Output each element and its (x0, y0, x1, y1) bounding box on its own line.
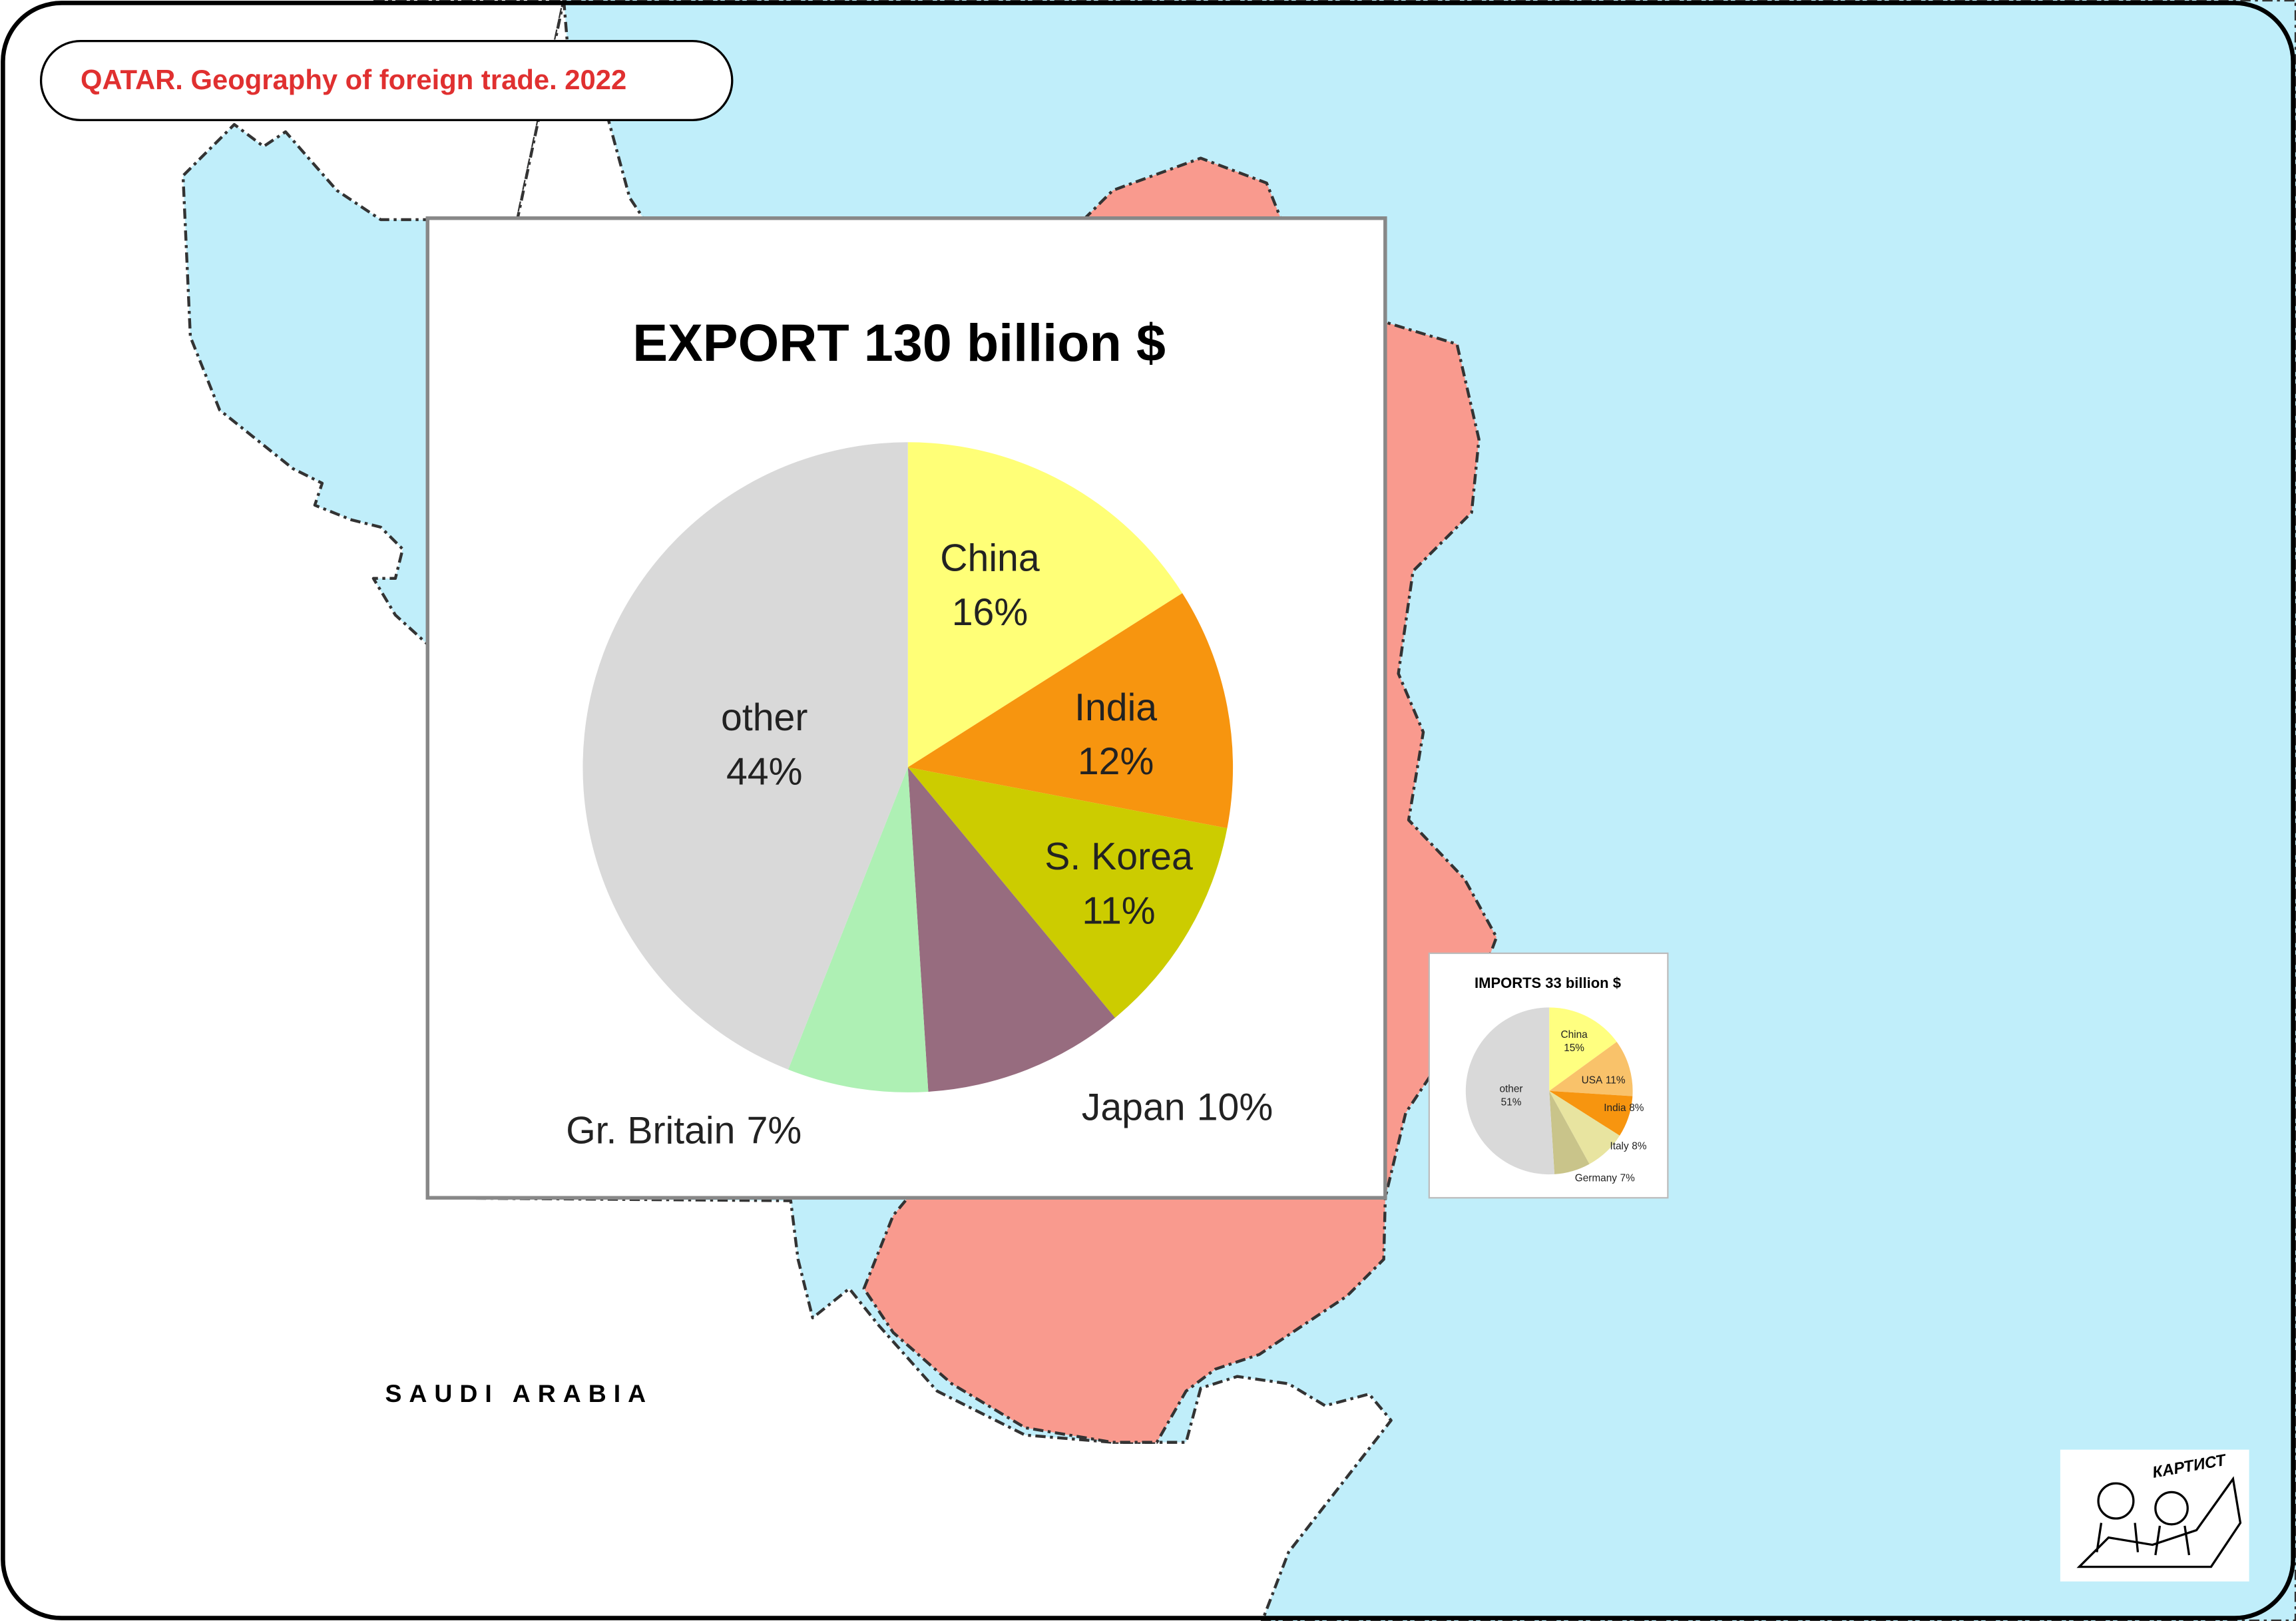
slice-label: China 15% (1561, 1029, 1588, 1054)
slice-label: India 8% (1604, 1102, 1644, 1114)
logo-box (2060, 1449, 2249, 1582)
slice-label: other 44% (721, 696, 807, 793)
logo-figures (2076, 1476, 2242, 1568)
chart-title: IMPORTS 33 billion $ (1475, 975, 1621, 991)
slice-name: China (1561, 1029, 1588, 1041)
slice-percent: 7% (1620, 1173, 1636, 1184)
pie-slice (907, 442, 1183, 768)
slice-label: other 51% (1499, 1084, 1522, 1108)
slice-label: Gr. Britain 7% (566, 1110, 802, 1152)
slice-percent: 11% (1082, 890, 1155, 933)
slice-label: Italy 8% (1610, 1140, 1646, 1152)
slice-name: China (940, 537, 1040, 580)
slice-name: Gr. Britain (566, 1110, 735, 1152)
slice-name: Japan (1082, 1086, 1186, 1128)
slice-label: China 16% (940, 537, 1040, 634)
slice-percent: 8% (1632, 1140, 1647, 1152)
bay (181, 122, 429, 646)
slice-label: India 12% (1074, 686, 1157, 783)
slice-name: USA (1582, 1074, 1603, 1086)
slice-name: Germany (1575, 1173, 1618, 1184)
pie-slice (1549, 1042, 1633, 1096)
pie-slice (582, 442, 908, 1070)
slice-percent: 44% (726, 751, 802, 794)
slice-name: Italy (1610, 1140, 1629, 1152)
slice-percent: 15% (1564, 1042, 1584, 1054)
slice-label: USA 11% (1582, 1074, 1626, 1086)
pie-slice (1549, 1090, 1633, 1136)
pie-slice (1549, 1090, 1590, 1174)
pie-slice (1465, 1007, 1555, 1175)
charts: EXPORT 130 billion $ China 16% India 12% S. K… (566, 313, 1647, 1184)
slice-name: S. Korea (1044, 835, 1193, 878)
slice-percent: 7% (747, 1110, 802, 1152)
slice-percent: 51% (1501, 1096, 1522, 1108)
pie-slice (907, 767, 1228, 1018)
slice-label: S. Korea 11% (1044, 835, 1193, 932)
pie-slice (788, 767, 929, 1092)
slice-percent: 12% (1078, 740, 1154, 783)
slice-label: Germany 7% (1575, 1173, 1635, 1184)
slice-percent: 8% (1629, 1102, 1644, 1114)
pie-slice (907, 767, 1116, 1092)
slice-name: India (1074, 686, 1157, 729)
pie-slice (907, 592, 1234, 829)
slice-name: other (721, 696, 807, 739)
slice-percent: 16% (952, 591, 1028, 634)
slice-name: other (1499, 1084, 1522, 1095)
pie-chart: EXPORT 130 billion $ China 16% India 12% S. K… (566, 313, 1273, 1152)
qatar-north (1082, 156, 1498, 1200)
slice-name: India (1604, 1102, 1626, 1114)
slice-label: Japan 10% (1082, 1086, 1273, 1128)
country-label: SAUDI ARABIA (385, 1379, 653, 1407)
chart-title: EXPORT 130 billion $ (632, 313, 1166, 372)
pie-chart: IMPORTS 33 billion $China 15%USA 11%India 8… (1465, 975, 1647, 1184)
slice-percent: 11% (1606, 1074, 1626, 1086)
pie-slice (1549, 1090, 1620, 1164)
slice-percent: 10% (1197, 1086, 1273, 1128)
pie-slice (1549, 1007, 1617, 1091)
title-box (39, 39, 734, 122)
map-title: QATAR. Geography of foreign trade. 2022 (81, 64, 626, 95)
